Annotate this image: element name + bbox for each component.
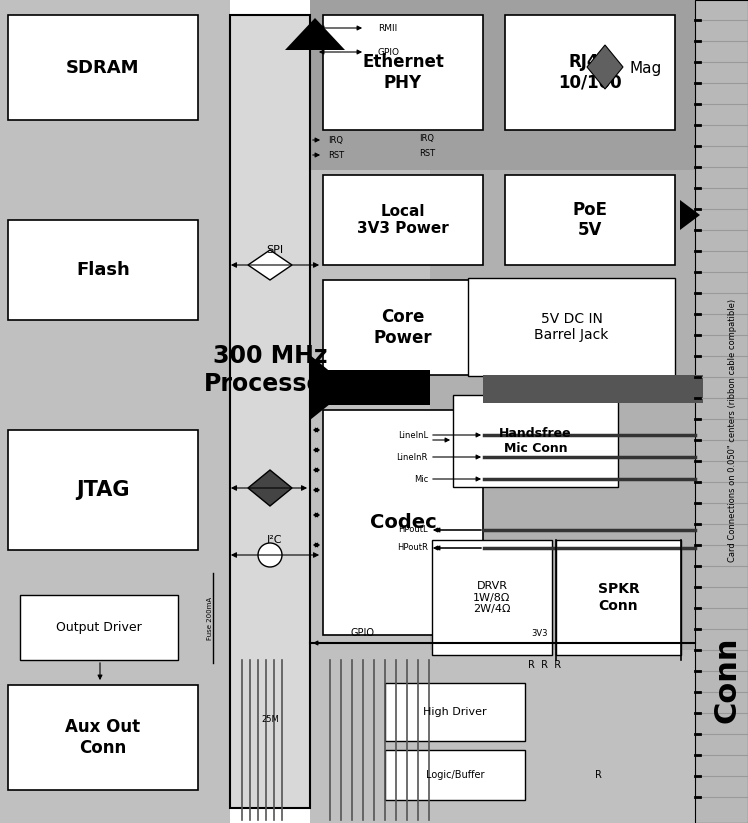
Bar [0, 0, 230, 823]
Bar [505, 15, 675, 130]
Bar [310, 0, 725, 823]
Polygon shape [285, 18, 345, 50]
Bar [310, 0, 725, 170]
Text: R  R  R: R R R [528, 660, 562, 670]
Bar [230, 15, 310, 808]
Bar [8, 430, 198, 550]
Bar [310, 370, 430, 405]
Polygon shape [587, 45, 623, 89]
Text: Fuse 200mA: Fuse 200mA [207, 597, 213, 639]
Text: R: R [595, 770, 601, 780]
Text: 3V3: 3V3 [532, 629, 548, 638]
Bar [700, 0, 748, 823]
Text: SPKR
Conn: SPKR Conn [598, 583, 640, 612]
Text: Output Driver: Output Driver [56, 621, 142, 634]
Bar [385, 683, 525, 741]
Text: 25M: 25M [261, 715, 279, 724]
Text: IRQ: IRQ [419, 133, 434, 142]
Text: SPI: SPI [266, 245, 283, 255]
Text: High Driver: High Driver [423, 707, 487, 717]
Text: Mag: Mag [630, 61, 662, 76]
Bar [430, 170, 710, 650]
Bar [385, 750, 525, 800]
Text: PoE
5V: PoE 5V [572, 201, 607, 239]
Text: Handsfree
Mic Conn: Handsfree Mic Conn [499, 427, 571, 455]
Text: 300 MHz
Processor: 300 MHz Processor [204, 344, 336, 396]
Text: Ethernet
PHY: Ethernet PHY [362, 53, 444, 92]
Text: Core
Power: Core Power [374, 308, 432, 347]
Bar [323, 410, 483, 635]
Text: Local
3V3 Power: Local 3V3 Power [357, 204, 449, 236]
Polygon shape [248, 470, 292, 506]
Text: Aux Out
Conn: Aux Out Conn [65, 718, 141, 757]
Bar [8, 685, 198, 790]
Bar [8, 15, 198, 120]
Text: GPIO: GPIO [351, 628, 375, 638]
Circle shape [258, 543, 282, 567]
Text: RMII: RMII [378, 24, 397, 32]
Text: LineInR: LineInR [396, 453, 428, 462]
Polygon shape [310, 355, 350, 420]
Text: LineInL: LineInL [398, 430, 428, 439]
Text: Logic/Buffer: Logic/Buffer [426, 770, 484, 780]
Bar [8, 220, 198, 320]
Text: GPIO: GPIO [378, 48, 400, 57]
Text: RJ45
10/100: RJ45 10/100 [558, 53, 622, 92]
Bar [453, 395, 618, 487]
Polygon shape [680, 200, 700, 230]
Bar [20, 595, 178, 660]
Bar [323, 280, 483, 375]
Text: Flash: Flash [76, 261, 130, 279]
Text: Conn: Conn [713, 637, 741, 723]
Text: RST: RST [419, 148, 435, 157]
Bar [468, 278, 675, 376]
Bar [323, 175, 483, 265]
Text: PCM Data Bus: PCM Data Bus [346, 388, 415, 398]
Text: Mic: Mic [414, 475, 428, 483]
Bar [556, 540, 681, 655]
Text: HPoutR: HPoutR [397, 543, 428, 552]
Text: HPoutL: HPoutL [399, 526, 428, 534]
Text: 5V DC IN
Barrel Jack: 5V DC IN Barrel Jack [534, 312, 609, 342]
Text: RST: RST [328, 151, 344, 160]
Polygon shape [248, 250, 292, 280]
Bar [483, 375, 703, 403]
Text: Card Connections on 0.050" centers (ribbon cable compatible): Card Connections on 0.050" centers (ribb… [729, 299, 738, 561]
Bar [432, 540, 552, 655]
Text: SDRAM: SDRAM [67, 58, 140, 77]
Text: Codec: Codec [370, 513, 436, 532]
Text: JTAG: JTAG [76, 480, 129, 500]
Text: I²C: I²C [267, 535, 283, 545]
Text: DRVR
1W/8Ω
2W/4Ω: DRVR 1W/8Ω 2W/4Ω [473, 581, 511, 614]
Bar [323, 15, 483, 130]
Bar [695, 0, 748, 823]
Bar [505, 175, 675, 265]
Text: IRQ: IRQ [328, 136, 343, 145]
